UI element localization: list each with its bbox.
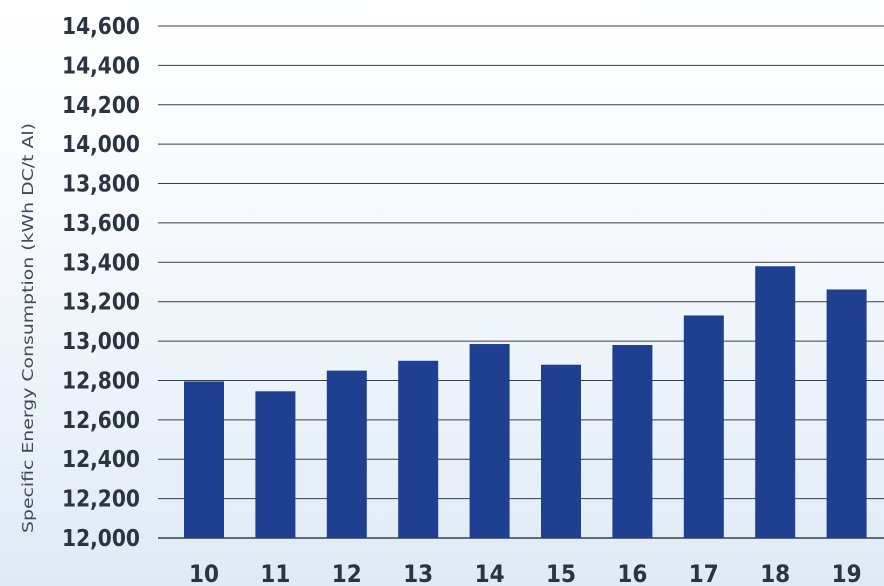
y-axis-label: Specific Energy Consumption (kWh DC/t Al… [19, 123, 37, 533]
x-tick-labels: 10 11 12 13 14 15 16 17 18 19 [189, 560, 862, 586]
x-tick-label: 17 [689, 560, 719, 586]
y-tick-label: 13,000 [62, 329, 140, 355]
y-tick-label: 14,400 [62, 53, 140, 79]
y-tick-label: 14,600 [62, 14, 140, 40]
x-tick-label: 14 [475, 560, 505, 586]
y-tick-label: 13,600 [62, 211, 140, 237]
y-tick-label: 14,000 [62, 132, 140, 158]
bar-10 [184, 381, 224, 538]
y-tick-labels: 12,000 12,200 12,400 12,600 12,800 13,000 13,2… [62, 14, 140, 552]
bar-19 [826, 289, 867, 538]
y-tick-label: 12,400 [62, 447, 140, 473]
bar-14 [469, 344, 510, 538]
bar-17 [683, 315, 724, 538]
y-tick-label: 12,600 [62, 408, 140, 434]
gridlines [158, 25, 884, 539]
y-tick-label: 13,800 [62, 172, 140, 198]
x-tick-label: 19 [832, 560, 862, 586]
x-tick-label: 16 [617, 560, 647, 586]
x-tick-label: 12 [332, 560, 362, 586]
bar-13 [398, 360, 439, 538]
y-tick-label: 12,200 [62, 487, 140, 513]
bars [184, 266, 867, 538]
y-tick-label: 14,200 [62, 93, 140, 119]
bar-15 [541, 364, 581, 538]
x-tick-label: 13 [403, 560, 433, 586]
x-tick-label: 10 [189, 560, 219, 586]
bar-18 [755, 266, 796, 538]
x-tick-label: 18 [760, 560, 790, 586]
bar-11 [255, 391, 296, 538]
bar-12 [326, 370, 367, 538]
y-tick-label: 13,200 [62, 290, 140, 316]
x-tick-label: 11 [260, 560, 290, 586]
x-tick-label: 15 [546, 560, 576, 586]
bar-16 [612, 345, 653, 538]
y-tick-label: 12,800 [62, 368, 140, 394]
y-tick-label: 13,400 [62, 250, 140, 276]
y-tick-label: 12,000 [62, 526, 140, 552]
